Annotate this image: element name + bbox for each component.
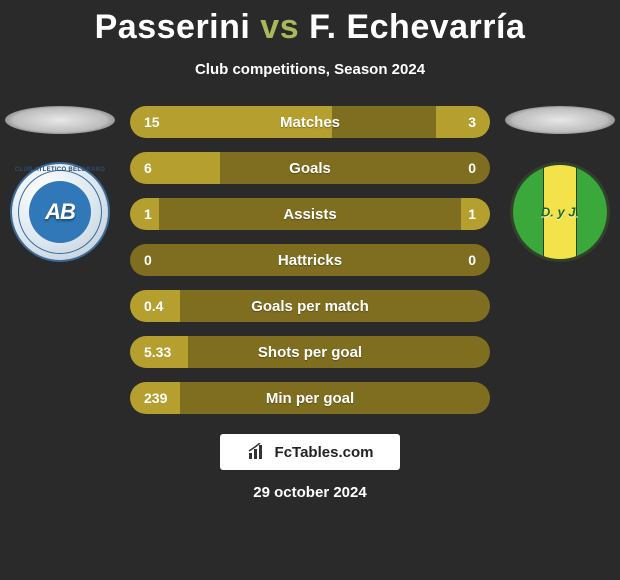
stat-value-right: 3 <box>468 114 476 130</box>
footer-date: 29 october 2024 <box>0 484 620 501</box>
watermark: FcTables.com <box>220 434 400 470</box>
stat-row: 15Matches3 <box>130 106 490 138</box>
comparison-content: CLUB ATLETICO BELGRANO AB 15Matches3 6Goa… <box>0 106 620 414</box>
stat-label: Goals <box>130 160 490 177</box>
stat-value-right: 0 <box>468 160 476 176</box>
stat-label: Shots per goal <box>130 344 490 361</box>
stat-row: 5.33Shots per goal <box>130 336 490 368</box>
vs-text: vs <box>260 8 299 46</box>
watermark-text: FcTables.com <box>275 444 374 461</box>
left-side: CLUB ATLETICO BELGRANO AB <box>0 106 120 262</box>
crest-ring-text: CLUB ATLETICO BELGRANO <box>12 167 108 173</box>
stat-value-right: 1 <box>468 206 476 222</box>
stat-bars: 15Matches36Goals01Assists10Hattricks00.4… <box>130 106 490 414</box>
chart-icon <box>247 443 269 461</box>
subtitle: Club competitions, Season 2024 <box>0 61 620 78</box>
club-crest-right: D. y J. <box>510 162 610 262</box>
stat-label: Matches <box>130 114 490 131</box>
stat-label: Goals per match <box>130 298 490 315</box>
page-title: Passerini vs F. Echevarría <box>0 0 620 47</box>
player1-halo <box>5 106 115 134</box>
stat-row: 0.4Goals per match <box>130 290 490 322</box>
stat-label: Min per goal <box>130 390 490 407</box>
stat-row: 239Min per goal <box>130 382 490 414</box>
stat-row: 6Goals0 <box>130 152 490 184</box>
stat-label: Assists <box>130 206 490 223</box>
right-side: D. y J. <box>500 106 620 262</box>
crest-right-label: D. y J. <box>541 205 579 220</box>
player2-name: F. Echevarría <box>309 8 525 46</box>
stat-value-right: 0 <box>468 252 476 268</box>
club-crest-left: CLUB ATLETICO BELGRANO AB <box>10 162 110 262</box>
stat-label: Hattricks <box>130 252 490 269</box>
stat-row: 0Hattricks0 <box>130 244 490 276</box>
player2-halo <box>505 106 615 134</box>
stat-row: 1Assists1 <box>130 198 490 230</box>
player1-name: Passerini <box>95 8 251 46</box>
crest-ring <box>18 170 102 254</box>
